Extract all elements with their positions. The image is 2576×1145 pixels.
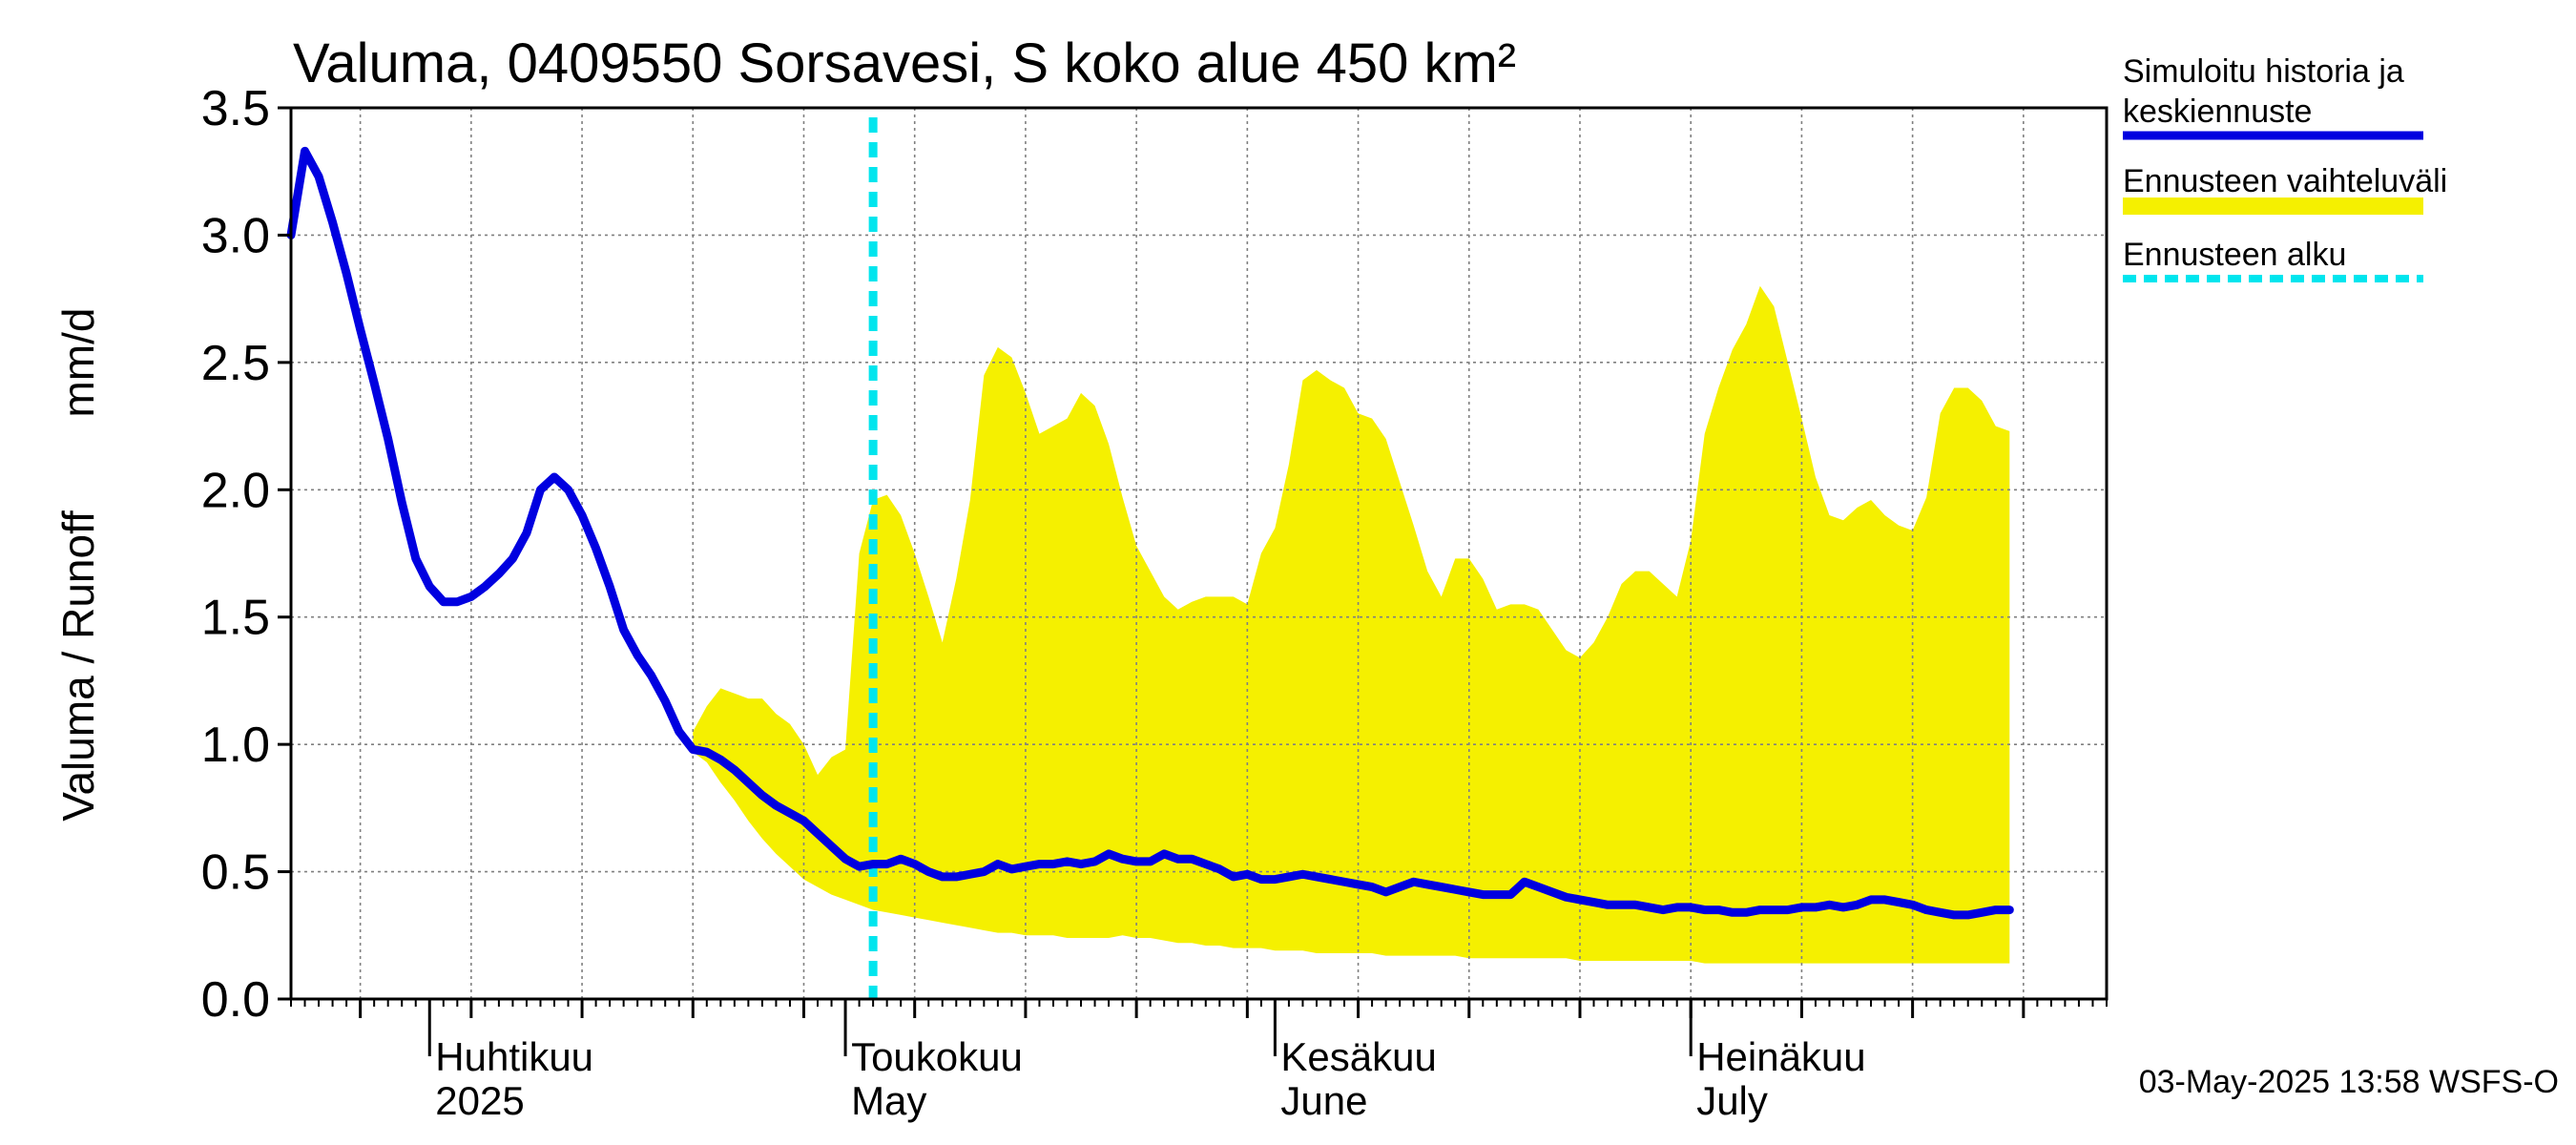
y-tick-label: 3.0	[201, 208, 270, 263]
forecast-band-area	[693, 285, 2010, 964]
x-month-label-fi: Heinäkuu	[1696, 1034, 1865, 1079]
x-month-label-en: 2025	[435, 1078, 524, 1123]
x-month-label-fi: Toukokuu	[851, 1034, 1023, 1079]
y-axis: 0.0 0.5 1.0 1.5 2.0 2.5 3.0 3.5	[201, 81, 291, 1028]
legend-swatch-band	[2123, 198, 2423, 215]
simulated-runoff-line	[286, 146, 2014, 920]
y-axis-unit: mm/d	[53, 308, 103, 418]
y-tick-label: 2.0	[201, 463, 270, 518]
footer-timestamp: 03-May-2025 13:58 WSFS-O	[2139, 1064, 2559, 1100]
x-month-label-en: June	[1280, 1078, 1367, 1123]
legend-label: Ennusteen alku	[2123, 237, 2346, 273]
y-tick-label: 0.5	[201, 845, 270, 901]
x-month-label-en: July	[1696, 1078, 1768, 1123]
plot-frame	[289, 106, 2109, 1001]
chart-title: Valuma, 0409550 Sorsavesi, S koko alue 4…	[293, 32, 1516, 94]
legend: Simuloitu historia ja keskiennuste Ennuste…	[2123, 53, 2447, 282]
legend-label: keskiennuste	[2123, 94, 2312, 130]
legend-label: Simuloitu historia ja	[2123, 53, 2404, 90]
grid-layer	[291, 108, 2107, 999]
y-tick-label: 3.5	[201, 81, 270, 136]
forecast-band-layer	[693, 285, 2010, 964]
y-tick-label: 2.5	[201, 336, 270, 391]
x-month-label-fi: Huhtikuu	[435, 1034, 593, 1079]
x-month-label-en: May	[851, 1078, 926, 1123]
y-tick-label: 1.0	[201, 718, 270, 773]
y-axis-label: Valuma / Runoff	[53, 510, 103, 822]
x-month-label-fi: Kesäkuu	[1280, 1034, 1436, 1079]
y-tick-label: 0.0	[201, 972, 270, 1028]
y-tick-label: 1.5	[201, 591, 270, 646]
series-layer	[286, 146, 2014, 920]
legend-label: Ennusteen vaihteluväli	[2123, 163, 2447, 199]
